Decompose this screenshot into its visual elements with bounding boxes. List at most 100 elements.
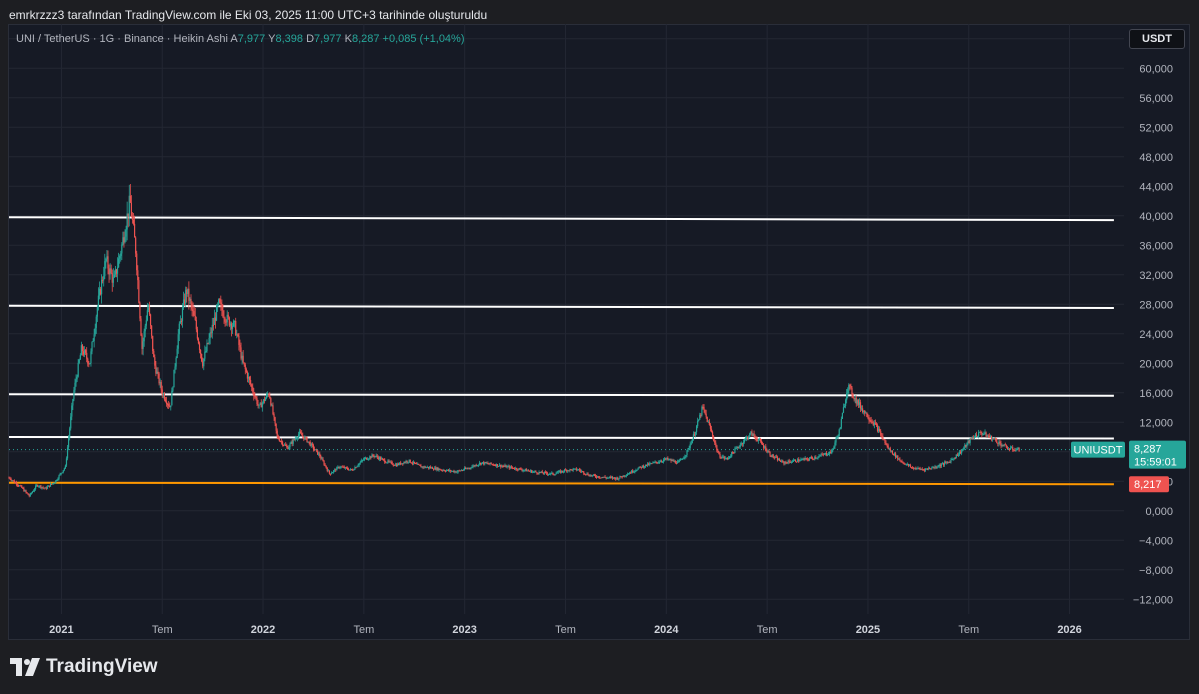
candle: [350, 467, 352, 471]
candle: [519, 467, 521, 470]
candle: [554, 474, 556, 476]
candle: [556, 470, 558, 474]
level-price-value: 8,217: [1134, 479, 1162, 491]
candle: [846, 389, 848, 404]
candle: [196, 326, 198, 341]
x-tick-label: 2023: [452, 624, 476, 636]
candle: [670, 458, 672, 463]
candle: [617, 476, 619, 481]
candle: [465, 466, 467, 470]
candle: [816, 457, 818, 460]
candle: [983, 431, 985, 436]
candle: [118, 252, 120, 268]
candle: [42, 485, 44, 489]
candle: [835, 436, 837, 446]
candle: [864, 410, 866, 417]
candle: [57, 477, 59, 481]
candle: [163, 391, 165, 402]
candle: [711, 430, 714, 440]
open-value: 7,977: [237, 33, 266, 45]
candle: [624, 475, 626, 478]
candle: [353, 468, 355, 471]
candle: [748, 435, 750, 441]
resistance-line[interactable]: [8, 304, 1114, 309]
candle: [377, 455, 379, 461]
candle: [821, 452, 823, 456]
candle: [418, 463, 420, 466]
candle: [998, 440, 1000, 447]
tradingview-logo[interactable]: TradingView: [10, 656, 158, 678]
candle: [798, 457, 800, 464]
candle: [615, 477, 617, 481]
candle: [96, 305, 98, 322]
candle: [219, 297, 221, 304]
candle: [227, 311, 229, 320]
candle: [777, 458, 780, 461]
candle: [916, 467, 918, 470]
candle: [125, 225, 127, 242]
y-tick-label: −4,000: [1139, 535, 1173, 547]
candle: [294, 435, 296, 442]
candle: [367, 457, 369, 461]
resistance-line[interactable]: [8, 216, 1114, 222]
candle: [182, 291, 185, 310]
candle: [738, 445, 740, 449]
candle: [540, 471, 542, 474]
candle: [903, 462, 905, 465]
candle: [804, 456, 806, 461]
candle: [939, 463, 941, 469]
candle: [981, 431, 983, 438]
support-line[interactable]: [8, 481, 1114, 486]
candle: [662, 458, 665, 464]
candle: [93, 328, 95, 348]
candle: [786, 462, 788, 464]
candle: [124, 229, 126, 244]
candle: [947, 461, 949, 464]
candle: [74, 378, 76, 393]
candle: [886, 443, 888, 448]
candle: [159, 378, 161, 388]
candle: [361, 459, 363, 463]
candle: [270, 397, 272, 407]
candle: [922, 468, 924, 471]
candle: [276, 428, 278, 440]
candle: [979, 431, 981, 433]
candle: [996, 438, 998, 444]
candle: [404, 461, 406, 464]
x-tick-label: Tem: [958, 624, 979, 636]
currency-button[interactable]: USDT: [1129, 29, 1185, 49]
candle: [110, 264, 112, 275]
candle: [106, 249, 108, 263]
chart-frame[interactable]: [8, 24, 1190, 640]
candle: [934, 464, 936, 470]
candle: [505, 464, 507, 468]
x-axis: 2021 Tem 2022 Tem 2023 Tem 2024 Tem 2025 Tem 2026: [49, 624, 1082, 636]
candle: [528, 470, 531, 472]
candle: [902, 461, 904, 465]
candle: [119, 254, 121, 264]
candle: [857, 398, 859, 409]
candle: [723, 455, 725, 461]
candle: [459, 470, 461, 472]
candle: [513, 467, 516, 470]
candle: [769, 451, 771, 457]
candle: [906, 462, 908, 466]
candle: [98, 281, 101, 300]
candle: [406, 460, 408, 464]
candle: [937, 464, 939, 468]
candle: [402, 463, 404, 466]
resistance-line[interactable]: [8, 436, 1114, 440]
candle: [389, 460, 391, 463]
candle: [75, 374, 77, 387]
candle: [433, 468, 435, 471]
candle: [832, 448, 834, 453]
candle: [698, 419, 700, 422]
candle: [564, 468, 566, 473]
candle: [625, 474, 627, 478]
candle: [797, 457, 799, 463]
resistance-line[interactable]: [8, 393, 1114, 397]
candle: [544, 470, 547, 474]
candle: [185, 286, 187, 308]
